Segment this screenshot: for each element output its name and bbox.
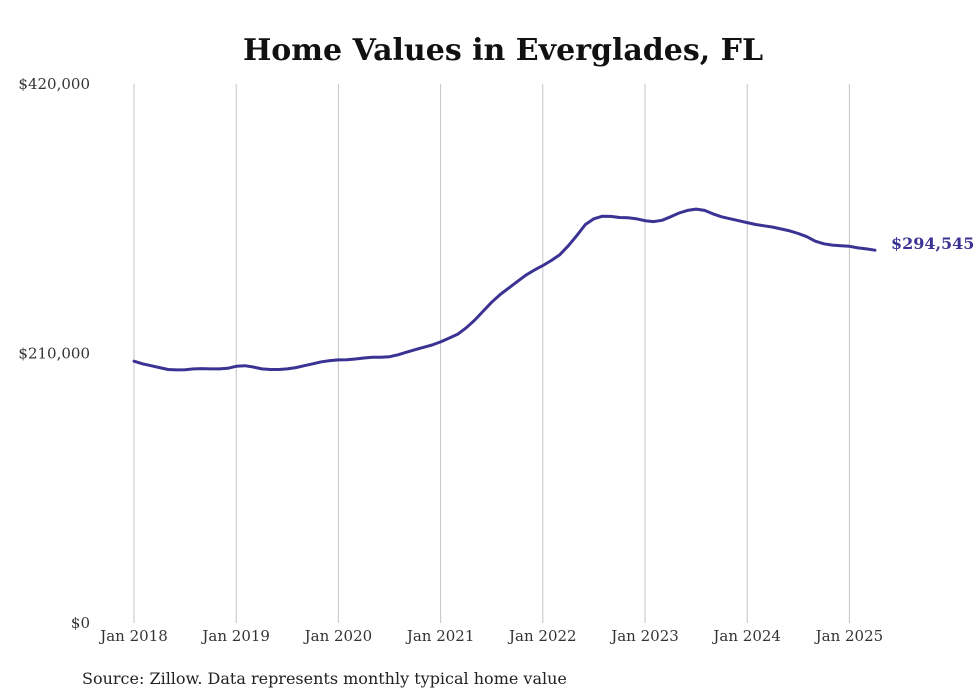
x-tick-label: Jan 2025	[814, 627, 884, 645]
x-tick-label: Jan 2023	[609, 627, 679, 645]
latest-value-label: $294,545	[891, 234, 975, 253]
x-tick-label: Jan 2022	[507, 627, 577, 645]
vertical-gridlines	[133, 84, 850, 623]
x-tick-label: Jan 2018	[98, 627, 168, 645]
y-tick-label: $420,000	[18, 75, 90, 93]
y-tick-label: $0	[71, 614, 90, 632]
x-tick-label: Jan 2019	[200, 627, 270, 645]
chart-title: Home Values in Everglades, FL	[243, 33, 763, 68]
x-tick-label: Jan 2024	[711, 627, 781, 645]
source-note: Source: Zillow. Data represents monthly …	[82, 669, 567, 688]
y-axis-tick-labels: $0 $210,000 $420,000	[18, 75, 90, 632]
x-tick-label: Jan 2021	[405, 627, 475, 645]
x-axis-tick-labels: Jan 2018 Jan 2019 Jan 2020 Jan 2021 Jan 2022…	[98, 627, 883, 645]
y-tick-label: $210,000	[18, 345, 90, 363]
home-value-series-line	[132, 207, 877, 372]
x-tick-label: Jan 2020	[303, 627, 373, 645]
